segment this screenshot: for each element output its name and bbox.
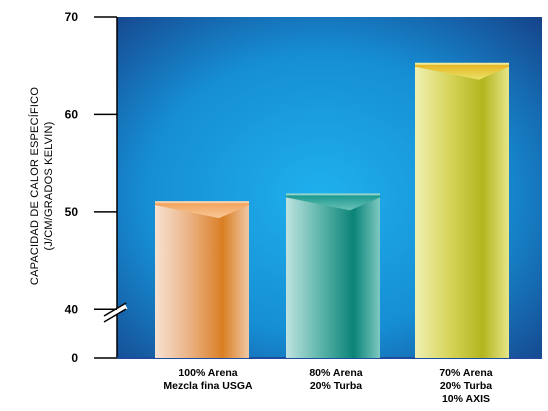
bar-2 <box>286 194 380 358</box>
y-tick-label: 40 <box>65 302 79 316</box>
category-label-3: 70% Arena 20% Turba 10% AXIS <box>439 367 492 405</box>
y-tick-label: 60 <box>65 107 79 121</box>
y-tick-label: 0 <box>71 351 78 365</box>
category-label-line: 70% Arena <box>439 367 492 379</box>
y-axis-title-line2: (J/CM/GRADOS KELVIN) <box>43 121 55 250</box>
y-tick-label: 70 <box>65 10 79 24</box>
category-label-2: 80% Arena 20% Turba <box>309 367 362 392</box>
bar-3 <box>415 64 509 358</box>
category-label-line: 20% Turba <box>310 380 362 392</box>
category-label-line: Mezcla fina USGA <box>163 380 253 392</box>
category-label-line: 100% Arena <box>178 367 237 379</box>
bar-1 <box>155 202 249 358</box>
y-tick-label: 50 <box>65 205 79 219</box>
category-label-line: 20% Turba <box>440 380 492 392</box>
category-label-line: 10% AXIS <box>442 393 490 405</box>
category-label-1: 100% Arena Mezcla fina USGA <box>163 367 253 392</box>
y-axis-title-line1: CAPACIDAD DE CALOR ESPECÍFICO <box>28 87 41 285</box>
category-label-line: 80% Arena <box>309 367 362 379</box>
